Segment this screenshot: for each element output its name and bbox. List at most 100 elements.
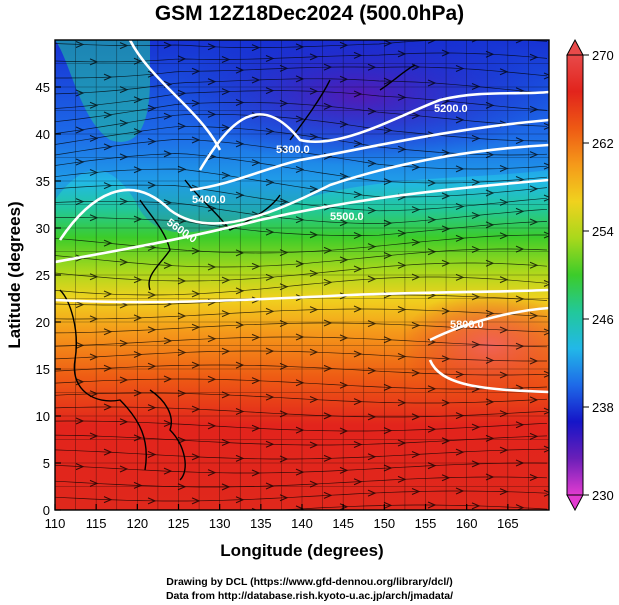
wind-arrow — [515, 40, 525, 44]
wind-arrow — [119, 86, 129, 94]
wind-arrow — [207, 43, 217, 51]
x-axis-ticks: 110 115 120 125 130 135 140 145 150 155 160 165 — [45, 504, 519, 531]
wind-arrow — [89, 169, 99, 177]
wind-arrow — [529, 53, 539, 61]
wind-arrow — [251, 262, 261, 270]
streamline — [55, 184, 548, 212]
wind-arrow — [251, 159, 261, 167]
colorbar-tick-label: 230 — [592, 488, 614, 503]
wind-arrow — [471, 502, 481, 510]
x-tick-label: 150 — [373, 516, 395, 531]
wind-arrow — [543, 279, 549, 287]
wind-arrow — [147, 326, 157, 334]
wind-arrow — [163, 41, 173, 49]
wind-arrow — [411, 321, 421, 329]
wind-arrow — [455, 234, 465, 242]
wind-arrow — [353, 231, 363, 239]
wind-arrow — [235, 496, 245, 504]
streamline — [55, 322, 548, 334]
wind-arrow — [353, 350, 363, 358]
wind-arrow — [455, 165, 465, 173]
temperature-field: 5300.0 5200.0 5400.0 5600.0 5500.0 5800.… — [55, 40, 549, 510]
wind-arrow — [309, 269, 319, 277]
x-tick-label: 130 — [209, 516, 231, 531]
wind-arrow — [265, 440, 275, 448]
wind-arrow — [133, 128, 143, 136]
wind-arrow — [147, 291, 157, 299]
wind-arrow — [279, 455, 289, 463]
wind-arrow — [133, 351, 143, 359]
wind-arrow — [177, 165, 187, 173]
wind-arrow — [455, 448, 465, 456]
streamline — [55, 40, 548, 48]
wind-arrow — [75, 40, 85, 48]
wind-arrow — [411, 488, 421, 496]
wind-arrow — [295, 166, 305, 174]
wind-arrow — [471, 82, 481, 90]
wind-arrow — [235, 98, 245, 106]
wind-arrow — [265, 87, 275, 95]
wind-arrow — [89, 390, 99, 398]
wind-arrow — [339, 256, 349, 264]
wind-arrow — [235, 321, 245, 329]
streamline — [55, 90, 548, 111]
wind-arrow — [279, 99, 289, 107]
wind-arrow — [279, 283, 289, 291]
wind-arrow — [279, 319, 289, 328]
wind-arrow — [207, 335, 217, 343]
wind-arrow — [339, 381, 349, 389]
wind-arrow — [251, 424, 261, 432]
streamline — [273, 504, 548, 510]
wind-arrow — [207, 78, 217, 86]
wind-arrow — [309, 185, 319, 193]
wind-arrow — [383, 77, 393, 85]
wind-arrow — [323, 63, 333, 71]
wind-arrow — [235, 66, 245, 74]
wind-arrow — [221, 276, 231, 284]
wind-arrow — [353, 265, 363, 273]
wind-arrow — [339, 172, 349, 180]
wind-arrow — [529, 185, 539, 193]
wind-arrow — [163, 467, 173, 475]
wind-arrow — [103, 403, 113, 411]
wind-arrow — [367, 206, 377, 215]
colorbar-min-arrow — [566, 494, 584, 512]
wind-arrow — [235, 140, 245, 148]
wind-arrow — [543, 122, 549, 130]
wind-arrow — [353, 191, 363, 199]
wind-arrow — [441, 474, 451, 482]
wind-arrow — [75, 126, 85, 134]
wind-arrow — [339, 41, 349, 49]
wind-arrow — [323, 102, 333, 110]
wind-arrow — [309, 348, 319, 356]
wind-arrow — [323, 246, 333, 254]
x-tick-label: 125 — [168, 516, 190, 531]
wind-arrow — [455, 412, 465, 420]
wind-arrow — [103, 328, 113, 336]
y-tick-label: 15 — [36, 362, 50, 377]
wind-arrow — [353, 140, 363, 148]
wind-arrow — [455, 487, 465, 495]
wind-arrow — [353, 441, 363, 449]
wind-arrow — [103, 496, 113, 504]
drawing-credit: Drawing by DCL (https://www.gfd-dennou.o… — [166, 576, 453, 588]
wind-arrow — [485, 309, 495, 317]
wind-arrow — [427, 425, 437, 433]
wind-arrow — [339, 334, 349, 342]
wind-arrow — [265, 228, 275, 236]
wind-arrow — [279, 494, 289, 502]
wind-arrow — [339, 120, 349, 128]
coastlines — [59, 64, 416, 481]
wind-arrow — [323, 491, 333, 499]
wind-arrow — [427, 79, 437, 87]
wind-arrow — [295, 426, 305, 434]
wind-arrow — [515, 342, 525, 350]
wind-arrow — [529, 261, 539, 269]
wind-arrow — [411, 238, 421, 246]
wind-arrow — [89, 134, 99, 142]
wind-arrow — [339, 503, 349, 510]
wind-arrow — [177, 436, 187, 444]
wind-arrow — [133, 389, 143, 397]
wind-arrow — [471, 178, 481, 186]
wind-arrow — [515, 207, 525, 215]
